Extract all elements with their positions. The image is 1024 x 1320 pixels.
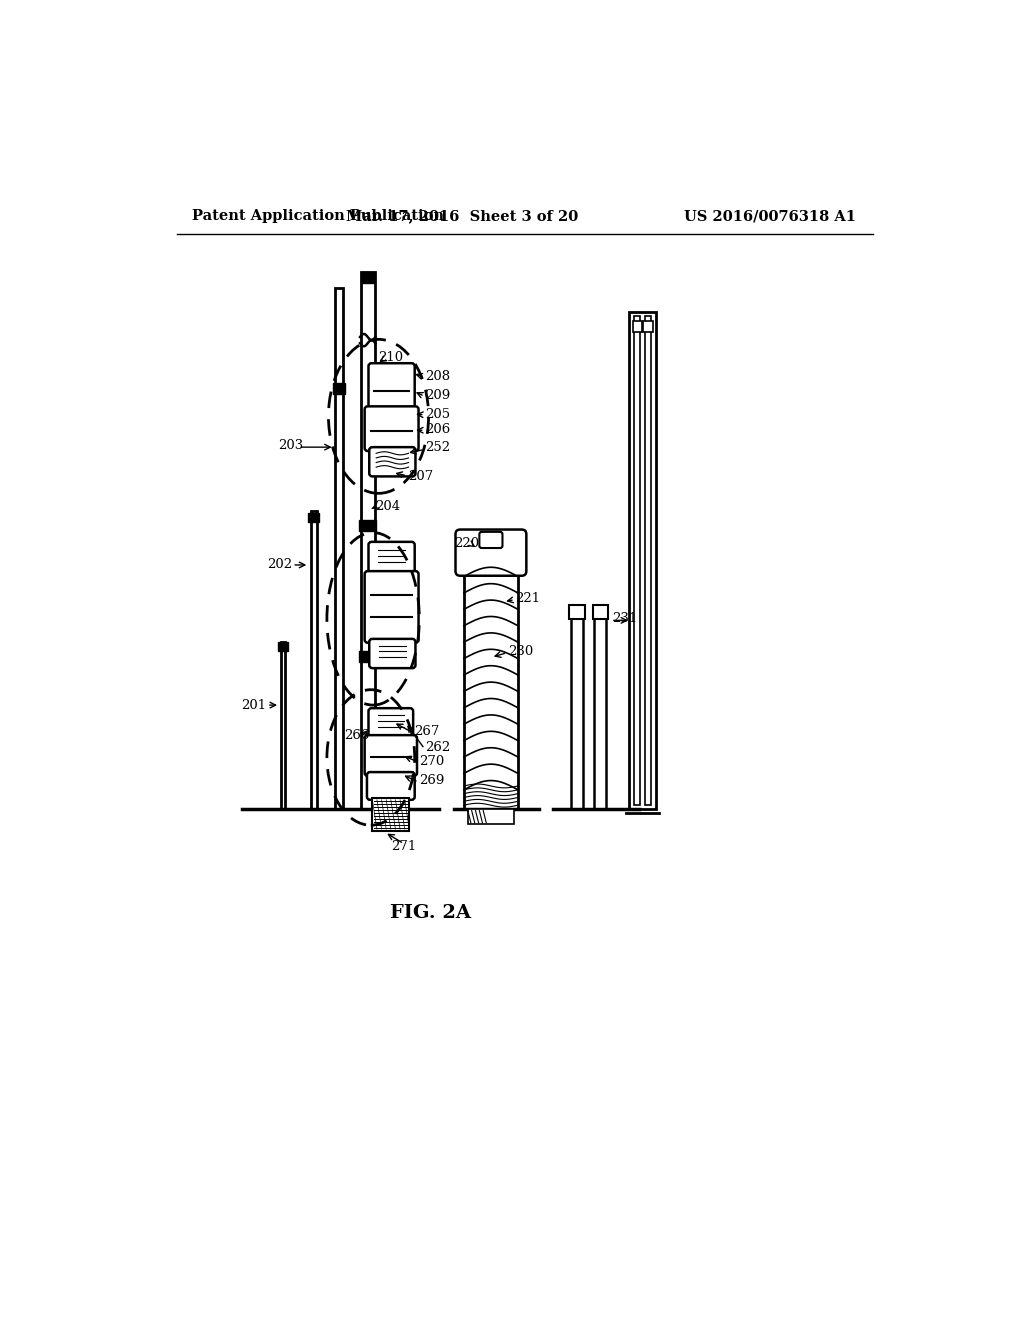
Text: 210: 210 [379, 351, 403, 363]
Bar [594, 605, 606, 809]
FancyBboxPatch shape [369, 543, 415, 576]
Bar [281, 642, 286, 809]
Bar [643, 321, 652, 331]
Text: 203: 203 [279, 440, 304, 453]
Bar [633, 321, 642, 331]
Text: 252: 252 [425, 441, 451, 454]
Text: 209: 209 [425, 389, 451, 403]
Bar [360, 272, 375, 809]
Bar [593, 605, 608, 619]
FancyBboxPatch shape [369, 363, 415, 409]
FancyBboxPatch shape [369, 708, 413, 739]
FancyBboxPatch shape [456, 529, 526, 576]
Bar [361, 272, 374, 284]
Text: Patent Application Publication: Patent Application Publication [193, 209, 444, 223]
Bar [308, 512, 319, 521]
Bar [373, 799, 410, 830]
Text: 204: 204 [376, 500, 400, 513]
Bar [634, 317, 640, 805]
Text: 202: 202 [267, 558, 293, 572]
Text: 269: 269 [419, 774, 444, 787]
Text: 267: 267 [414, 725, 439, 738]
FancyBboxPatch shape [370, 447, 416, 477]
Text: 231: 231 [611, 612, 637, 626]
Text: 271: 271 [391, 840, 417, 853]
FancyBboxPatch shape [365, 572, 419, 643]
Text: 205: 205 [425, 408, 451, 421]
Bar [468, 809, 514, 825]
Text: US 2016/0076318 A1: US 2016/0076318 A1 [684, 209, 856, 223]
Bar [359, 520, 376, 531]
Text: 207: 207 [408, 470, 433, 483]
Text: 262: 262 [425, 741, 451, 754]
FancyBboxPatch shape [365, 735, 417, 776]
Bar [310, 511, 316, 809]
Text: 201: 201 [241, 698, 266, 711]
Text: 221: 221 [515, 593, 541, 606]
Bar [359, 651, 376, 663]
Text: 206: 206 [425, 422, 451, 436]
Bar [571, 605, 584, 809]
FancyBboxPatch shape [365, 407, 419, 451]
Bar [279, 642, 288, 651]
Bar [569, 605, 585, 619]
Text: 208: 208 [425, 370, 451, 383]
Bar [629, 313, 656, 809]
Bar [333, 383, 345, 395]
Text: 270: 270 [419, 755, 444, 768]
Bar [336, 288, 343, 809]
FancyBboxPatch shape [479, 532, 503, 548]
Text: Mar. 17, 2016  Sheet 3 of 20: Mar. 17, 2016 Sheet 3 of 20 [345, 209, 578, 223]
Bar [645, 317, 651, 805]
FancyBboxPatch shape [370, 639, 416, 668]
Text: 266: 266 [345, 730, 370, 742]
Text: 230: 230 [508, 644, 534, 657]
FancyBboxPatch shape [367, 772, 415, 800]
Text: 220: 220 [454, 537, 479, 550]
Text: FIG. 2A: FIG. 2A [390, 904, 471, 921]
